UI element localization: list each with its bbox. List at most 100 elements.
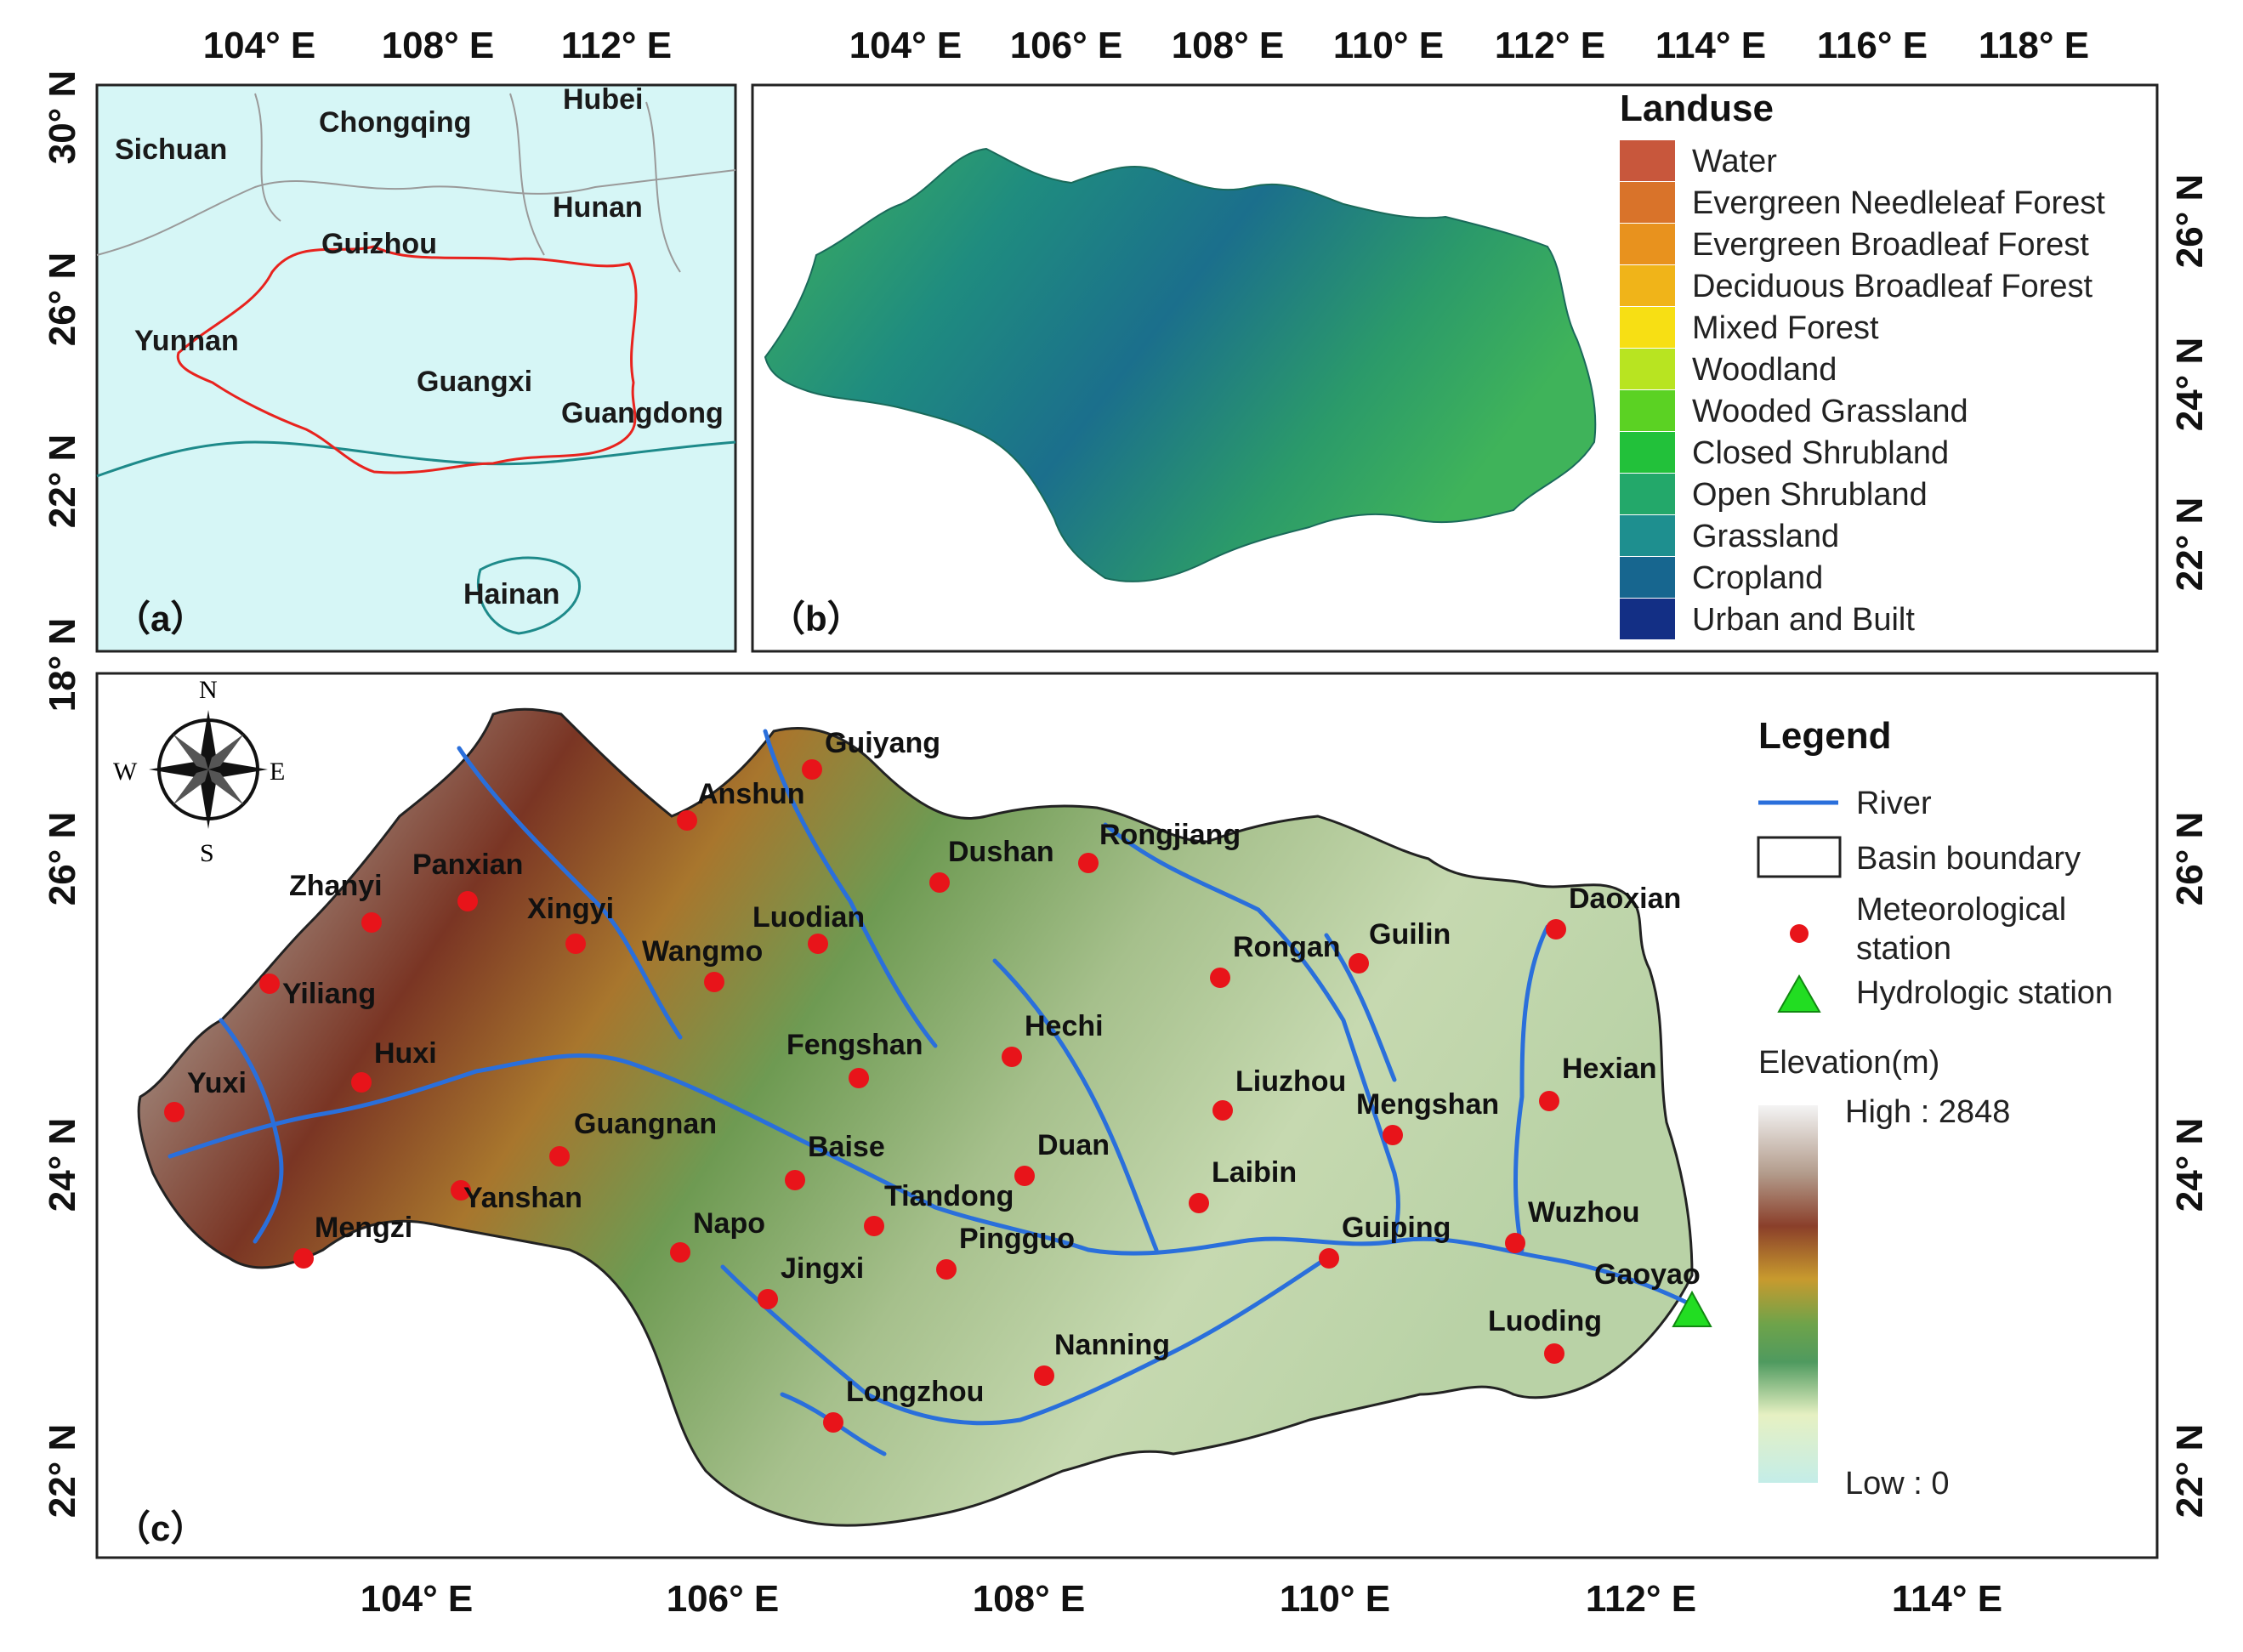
panel-b-top-tick-3: 110° E	[1333, 25, 1444, 66]
station-dot-wangmo	[704, 972, 724, 992]
station-dot-pingguo	[936, 1259, 957, 1280]
met-stations: GuiyangAnshunPanxianZhanyiXingyiWangmoLu…	[164, 727, 1701, 1433]
landuse-label-2: Evergreen Broadleaf Forest	[1692, 227, 2089, 263]
compass-nw-point	[173, 734, 208, 769]
landuse-swatch-10	[1620, 557, 1675, 598]
station-dot-liuzhou	[1212, 1100, 1233, 1121]
panel-b-right-tick-2: 22° N	[2169, 497, 2211, 592]
panel-c-bottom-tick-0: 104° E	[361, 1578, 474, 1620]
station-dot-mengshan	[1383, 1125, 1403, 1145]
panel-a-left-ticks: 30° N 26° N 22° N 18° N	[42, 71, 83, 712]
panel-c-left-tick-1: 24° N	[42, 1118, 83, 1212]
landuse-legend: Water Evergreen Needleleaf Forest Evergree…	[1620, 140, 2105, 639]
panel-a: （a） 104° E 108° E 112° E 30° N 26° N 22° N 18…	[42, 25, 737, 712]
landuse-label-0: Water	[1692, 144, 1777, 179]
panel-a-top-tick-0: 104° E	[203, 25, 316, 66]
station-dot-napo	[670, 1242, 690, 1263]
province-label-hainan: Hainan	[463, 578, 559, 610]
panel-a-top-tick-1: 108° E	[382, 25, 495, 66]
station-dot-baise	[785, 1170, 805, 1190]
landuse-swatch-6	[1620, 390, 1675, 431]
station-dot-luodian	[808, 934, 828, 954]
station-label-nanning: Nanning	[1054, 1329, 1170, 1361]
station-label-yuxi: Yuxi	[187, 1067, 247, 1099]
station-dot-rongjiang	[1078, 853, 1099, 873]
station-label-guiyang: Guiyang	[825, 727, 940, 759]
compass-se-point	[208, 769, 244, 805]
landuse-swatch-4	[1620, 307, 1675, 348]
landuse-label-8: Open Shrubland	[1692, 477, 1928, 513]
province-label-yunnan: Yunnan	[134, 325, 239, 357]
station-dot-anshun	[677, 810, 697, 831]
station-label-mengshan: Mengshan	[1356, 1088, 1499, 1121]
station-label-xingyi: Xingyi	[527, 893, 614, 925]
station-label-wangmo: Wangmo	[642, 935, 763, 968]
panel-b-top-tick-6: 116° E	[1817, 25, 1928, 66]
station-dot-mengzi	[293, 1248, 314, 1269]
province-label-guangxi: Guangxi	[417, 366, 532, 398]
panel-c-bottom-tick-3: 110° E	[1280, 1578, 1390, 1620]
station-label-jingxi: Jingxi	[781, 1252, 864, 1285]
station-label-longzhou: Longzhou	[846, 1376, 984, 1408]
station-label-luoding: Luoding	[1488, 1305, 1602, 1337]
legend-basin: Basin boundary	[1856, 841, 2081, 877]
coastline	[96, 440, 736, 478]
province-label-hubei: Hubei	[563, 83, 643, 116]
station-label-huxi: Huxi	[374, 1037, 437, 1070]
panel-c-bottom-ticks: 104° E 106° E 108° E 110° E 112° E 114° E	[361, 1578, 2002, 1620]
station-label-fengshan: Fengshan	[786, 1029, 923, 1061]
province-label-sichuan: Sichuan	[115, 133, 227, 166]
compass-e-point	[208, 761, 268, 778]
map-legend: Legend River Basin boundary Meteorologic…	[1757, 715, 2113, 1502]
panel-b-right-tick-0: 26° N	[2169, 174, 2211, 269]
panel-a-left-tick-0: 30° N	[42, 71, 83, 165]
landuse-swatch-11	[1620, 599, 1675, 639]
panel-c-left-tick-2: 22° N	[42, 1424, 83, 1519]
panel-b-top-tick-0: 104° E	[849, 25, 963, 66]
station-label-baise: Baise	[808, 1131, 885, 1163]
station-dot-duan	[1014, 1166, 1035, 1186]
station-dot-yiliang	[259, 974, 280, 994]
panel-a-left-tick-1: 26° N	[42, 253, 83, 347]
panel-a-left-tick-2: 22° N	[42, 434, 83, 529]
legend-met-swatch	[1790, 924, 1809, 943]
station-dot-dushan	[929, 872, 950, 893]
river-network	[168, 729, 1695, 1456]
dem-raster	[137, 707, 1694, 1527]
panel-b-top-tick-7: 118° E	[1979, 25, 2089, 66]
station-dot-guangnan	[549, 1146, 570, 1167]
panel-b-tag: （b）	[769, 599, 863, 639]
panel-b-top-tick-5: 114° E	[1655, 25, 1766, 66]
panel-a-left-tick-3: 18° N	[42, 618, 83, 712]
legend-met-line2: station	[1856, 931, 1951, 967]
province-label-chongqing: Chongqing	[319, 106, 471, 139]
elevation-low: Low : 0	[1845, 1466, 1950, 1502]
province-lines-b	[254, 93, 681, 273]
landuse-label-10: Cropland	[1692, 560, 1823, 596]
landuse-label-6: Wooded Grassland	[1692, 394, 1968, 429]
landuse-swatch-3	[1620, 265, 1675, 306]
compass-s-label: S	[200, 839, 214, 867]
station-label-guilin: Guilin	[1369, 918, 1451, 951]
station-label-guiping: Guiping	[1342, 1212, 1451, 1244]
station-dot-fengshan	[849, 1068, 869, 1088]
station-label-mengzi: Mengzi	[315, 1212, 412, 1244]
station-dot-laibin	[1189, 1193, 1209, 1213]
station-dot-huxi	[351, 1072, 372, 1093]
station-dot-wuzhou	[1505, 1233, 1525, 1253]
landuse-swatch-7	[1620, 432, 1675, 473]
station-label-luodian: Luodian	[752, 901, 865, 934]
station-label-gaoyao: Gaoyao	[1594, 1258, 1701, 1291]
station-label-yiliang: Yiliang	[282, 978, 376, 1010]
station-label-tiandong: Tiandong	[884, 1180, 1014, 1212]
hainan-island	[476, 556, 581, 635]
station-dot-rongan	[1210, 968, 1230, 988]
elevation-high: High : 2848	[1845, 1094, 2010, 1130]
compass-s-point	[200, 769, 217, 829]
legend-title: Legend	[1758, 715, 1891, 757]
panel-c-bottom-tick-5: 114° E	[1892, 1578, 2002, 1620]
panel-a-top-ticks: 104° E 108° E 112° E	[203, 25, 672, 66]
compass-w-point	[149, 761, 208, 778]
